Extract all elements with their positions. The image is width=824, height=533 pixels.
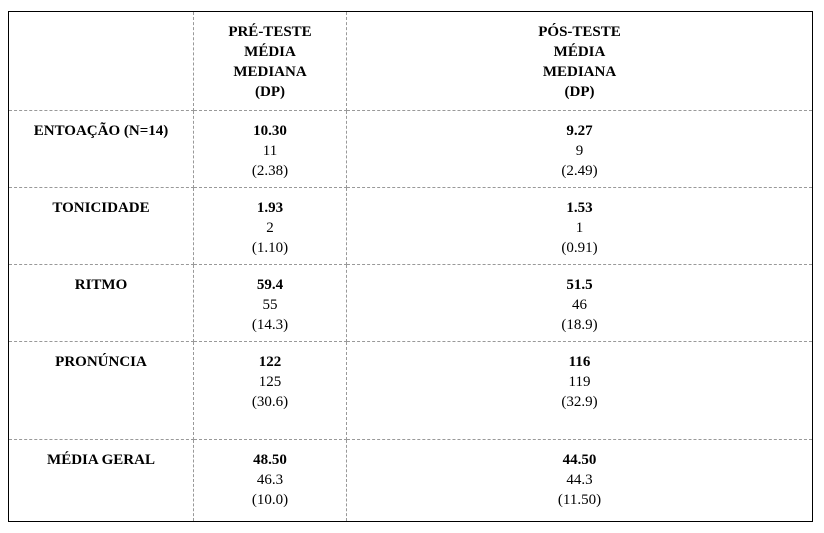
- cell-text: MEDIANA: [233, 64, 307, 80]
- cell-text: PRÉ-TESTE: [228, 24, 312, 40]
- cell-text: 2: [266, 220, 274, 236]
- cell-text: MÉDIA: [244, 44, 296, 60]
- cell-text: 55: [262, 297, 278, 313]
- row-label: MÉDIA GERAL: [8, 439, 194, 522]
- cell-text: (DP): [255, 84, 285, 100]
- row-label: TONICIDADE: [8, 187, 194, 265]
- cell-text: 44.3: [566, 472, 593, 488]
- data-row: RITMO 59.4 55 (14.3) 51.5 46 (18.9): [8, 264, 813, 342]
- cell-text: 46: [572, 297, 587, 313]
- row-label: RITMO: [8, 264, 194, 342]
- cell-text: 116: [568, 354, 591, 370]
- cell-text: PÓS-TESTE: [538, 24, 621, 40]
- cell-text: (14.3): [251, 317, 289, 333]
- header-row: PRÉ-TESTE MÉDIA MEDIANA (DP) PÓS-TESTE MÉDIA M…: [8, 11, 813, 111]
- data-row: MÉDIA GERAL 48.50 46.3 (10.0) 44.50 44.3 (11.5…: [8, 439, 813, 522]
- cell-text: 46.3: [256, 472, 284, 488]
- data-row: TONICIDADE 1.93 2 (1.10) 1.53 1 (0.91): [8, 187, 813, 265]
- cell-text: (32.9): [561, 394, 598, 410]
- cell-text: 122: [258, 354, 282, 370]
- data-cell: 59.4 55 (14.3): [193, 264, 347, 342]
- data-row: PRONÚNCIA 122 125 (30.6) 116 119 (32.9): [8, 341, 813, 440]
- cell-text: (2.49): [561, 163, 598, 179]
- data-cell: 1.93 2 (1.10): [193, 187, 347, 265]
- cell-text: 1: [575, 220, 584, 236]
- cell-text: (11.50): [557, 492, 602, 508]
- data-cell: 44.50 44.3 (11.50): [346, 439, 813, 522]
- data-cell: 122 125 (30.6): [193, 341, 347, 440]
- cell-text: 125: [258, 374, 282, 390]
- cell-text: 10.30: [253, 123, 287, 139]
- cell-text: 1.53: [566, 200, 593, 216]
- cell-text: 44.50: [562, 452, 597, 468]
- cell-text: (2.38): [251, 163, 289, 179]
- cell-text: MÉDIA: [553, 44, 606, 60]
- header-cell: PRÉ-TESTE MÉDIA MEDIANA (DP): [193, 11, 347, 111]
- cell-text: 51.5: [566, 277, 593, 293]
- cell-text: 9: [575, 143, 584, 159]
- data-cell: 48.50 46.3 (10.0): [193, 439, 347, 522]
- row-label: ENTOAÇÃO (N=14): [8, 110, 194, 188]
- header-cell: PÓS-TESTE MÉDIA MEDIANA (DP): [346, 11, 813, 111]
- data-cell: 51.5 46 (18.9): [346, 264, 813, 342]
- cell-text: 1.93: [256, 200, 284, 216]
- cell-text: MÉDIA GERAL: [47, 452, 155, 468]
- cell-text: (30.6): [251, 394, 289, 410]
- cell-text: (1.10): [251, 240, 289, 256]
- cell-text: (0.91): [561, 240, 598, 256]
- cell-text: 11: [262, 143, 278, 159]
- cell-text: ENTOAÇÃO (N=14): [33, 123, 169, 139]
- cell-text: RITMO: [74, 277, 128, 293]
- cell-text: PRONÚNCIA: [55, 354, 147, 370]
- cell-text: (DP): [564, 84, 595, 100]
- data-row: ENTOAÇÃO (N=14) 10.30 11 (2.38) 9.27 9 (2.49): [8, 110, 813, 188]
- cell-text: MEDIANA: [542, 64, 617, 80]
- data-cell: 10.30 11 (2.38): [193, 110, 347, 188]
- cell-text: 119: [568, 374, 591, 390]
- data-cell: 9.27 9 (2.49): [346, 110, 813, 188]
- cell-text: 48.50: [253, 452, 287, 468]
- cell-text: 59.4: [256, 277, 284, 293]
- data-cell: 116 119 (32.9): [346, 341, 813, 440]
- results-table: PRÉ-TESTE MÉDIA MEDIANA (DP) PÓS-TESTE MÉDIA M…: [8, 11, 813, 522]
- row-label: PRONÚNCIA: [8, 341, 194, 440]
- table-body: PRÉ-TESTE MÉDIA MEDIANA (DP) PÓS-TESTE MÉDIA M…: [8, 11, 813, 522]
- cell-text: 9.27: [566, 123, 593, 139]
- data-cell: 1.53 1 (0.91): [346, 187, 813, 265]
- cell-text: (18.9): [561, 317, 598, 333]
- cell-text: (10.0): [251, 492, 289, 508]
- cell-text: TONICIDADE: [52, 200, 150, 216]
- header-cell: [8, 11, 194, 111]
